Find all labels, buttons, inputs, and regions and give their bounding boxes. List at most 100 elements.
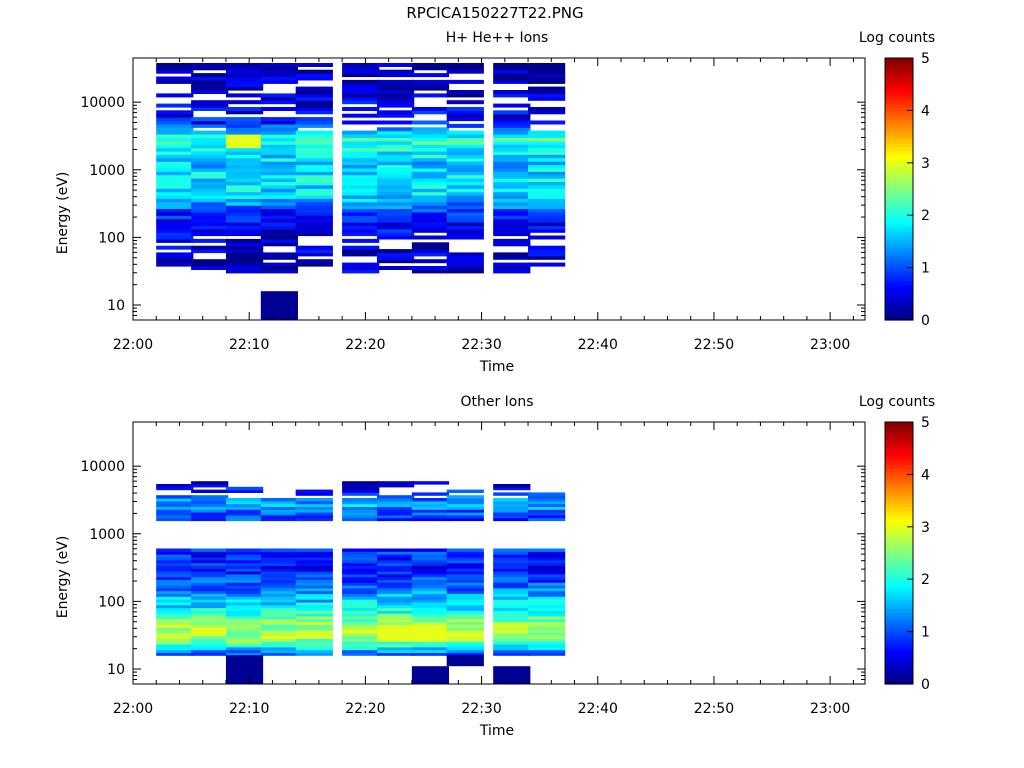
heatmap-cell bbox=[411, 506, 450, 510]
heatmap-cell bbox=[191, 164, 229, 169]
heatmap-cell bbox=[342, 178, 380, 182]
heatmap-cell bbox=[411, 147, 450, 152]
heatmap-cell bbox=[191, 218, 229, 223]
heatmap-cell bbox=[156, 157, 194, 162]
heatmap-cell bbox=[377, 134, 415, 138]
heatmap-cell bbox=[342, 638, 380, 642]
heatmap-cell bbox=[493, 484, 531, 488]
heatmap-cell bbox=[446, 576, 484, 580]
heatmap-cell bbox=[295, 93, 333, 98]
heatmap-cell bbox=[342, 484, 380, 488]
heatmap-cell bbox=[528, 571, 566, 575]
colorbar-segment bbox=[885, 225, 913, 229]
heatmap-cell bbox=[156, 113, 194, 118]
heatmap-cell bbox=[156, 627, 194, 631]
heatmap-cell bbox=[156, 610, 194, 614]
colorbar-segment bbox=[885, 458, 913, 462]
heatmap-cell bbox=[493, 266, 531, 270]
colorbar-segment bbox=[885, 270, 913, 275]
heatmap-cell bbox=[260, 498, 298, 502]
heatmap-cell bbox=[156, 500, 194, 505]
heatmap-cell bbox=[411, 548, 450, 552]
heatmap-cell bbox=[191, 548, 229, 552]
heatmap-cell bbox=[226, 86, 264, 91]
heatmap-cell bbox=[295, 621, 333, 625]
colorbar: 0 1 2 3 4 5 bbox=[884, 51, 930, 329]
heatmap-cell bbox=[411, 150, 450, 155]
heatmap-cell bbox=[446, 184, 484, 189]
heatmap-cell bbox=[528, 235, 566, 240]
heatmap-cell bbox=[295, 181, 333, 186]
colorbar-segment bbox=[885, 300, 913, 305]
colorbar-segment bbox=[885, 139, 913, 144]
heatmap-cell bbox=[377, 649, 415, 653]
colorbar-segment bbox=[885, 123, 913, 128]
heatmap-cell bbox=[156, 646, 194, 651]
heatmap-cell bbox=[377, 205, 415, 210]
colorbar: 0 1 2 3 4 5 bbox=[884, 415, 930, 693]
x-axis: 22:00 22:10 22:20 22:30 22:40 22:50 23:00 bbox=[113, 58, 854, 353]
heatmap-cell bbox=[411, 557, 450, 561]
heatmap-cell bbox=[260, 579, 298, 583]
heatmap-cell bbox=[411, 593, 450, 597]
heatmap-cell bbox=[446, 181, 484, 186]
heatmap-cell bbox=[191, 573, 229, 578]
heatmap-cell bbox=[260, 167, 298, 172]
heatmap-cell bbox=[156, 571, 194, 575]
heatmap-cell bbox=[528, 585, 566, 589]
heatmap-cell bbox=[493, 621, 531, 625]
heatmap-cell bbox=[260, 178, 298, 182]
heatmap-cell bbox=[493, 232, 531, 237]
heatmap-cell bbox=[493, 181, 531, 186]
heatmap-cell bbox=[493, 604, 531, 609]
heatmap-cell bbox=[411, 130, 450, 135]
heatmap-cell bbox=[342, 100, 380, 105]
heatmap-cell bbox=[260, 107, 298, 111]
heatmap-cell bbox=[260, 225, 298, 230]
heatmap-cell bbox=[226, 127, 264, 132]
heatmap-cell bbox=[446, 269, 484, 274]
colorbar-segment bbox=[885, 87, 913, 92]
heatmap-cell bbox=[226, 238, 264, 243]
heatmap-cell bbox=[156, 225, 194, 230]
heatmap-cell bbox=[528, 579, 566, 583]
heatmap-cell bbox=[342, 503, 380, 507]
colorbar-segment bbox=[885, 566, 913, 570]
page-title: RPCICA150227T22.PNG bbox=[406, 4, 584, 22]
heatmap-cell bbox=[342, 604, 380, 609]
heatmap-cell bbox=[446, 255, 484, 260]
heatmap-cell bbox=[226, 635, 264, 639]
heatmap-cell bbox=[493, 568, 531, 572]
heatmap-cell bbox=[191, 585, 229, 589]
heatmap-cell bbox=[411, 615, 450, 620]
y-tick-label: 1000 bbox=[89, 527, 125, 543]
y-axis-label: Energy (eV) bbox=[55, 536, 71, 619]
heatmap-cell bbox=[260, 161, 298, 166]
colorbar-segment bbox=[885, 156, 913, 161]
heatmap-cell bbox=[226, 73, 264, 78]
colorbar-segment bbox=[885, 244, 913, 249]
heatmap-cell bbox=[342, 576, 380, 580]
heatmap-cell bbox=[377, 191, 415, 196]
heatmap-cell bbox=[411, 191, 450, 196]
colorbar-segment bbox=[885, 80, 913, 85]
colorbar-segment bbox=[885, 103, 913, 108]
heatmap-cell bbox=[156, 120, 194, 125]
heatmap-cell bbox=[226, 120, 264, 125]
heatmap-cell bbox=[411, 107, 450, 111]
heatmap-cell bbox=[377, 218, 415, 223]
heatmap-cell bbox=[191, 495, 229, 499]
heatmap-cell bbox=[295, 86, 333, 91]
heatmap-cell bbox=[295, 218, 333, 223]
heatmap-cell bbox=[260, 218, 298, 223]
heatmap-cell bbox=[226, 181, 264, 186]
heatmap-cell bbox=[295, 76, 333, 81]
heatmap-cell bbox=[493, 238, 531, 243]
heatmap-cell bbox=[295, 174, 333, 179]
colorbar-segment bbox=[885, 487, 913, 492]
axis-frame bbox=[132, 57, 866, 321]
heatmap-cell bbox=[191, 73, 229, 78]
heatmap-cell bbox=[493, 140, 531, 145]
heatmap-cell bbox=[493, 632, 531, 637]
colorbar-segment bbox=[885, 113, 913, 118]
